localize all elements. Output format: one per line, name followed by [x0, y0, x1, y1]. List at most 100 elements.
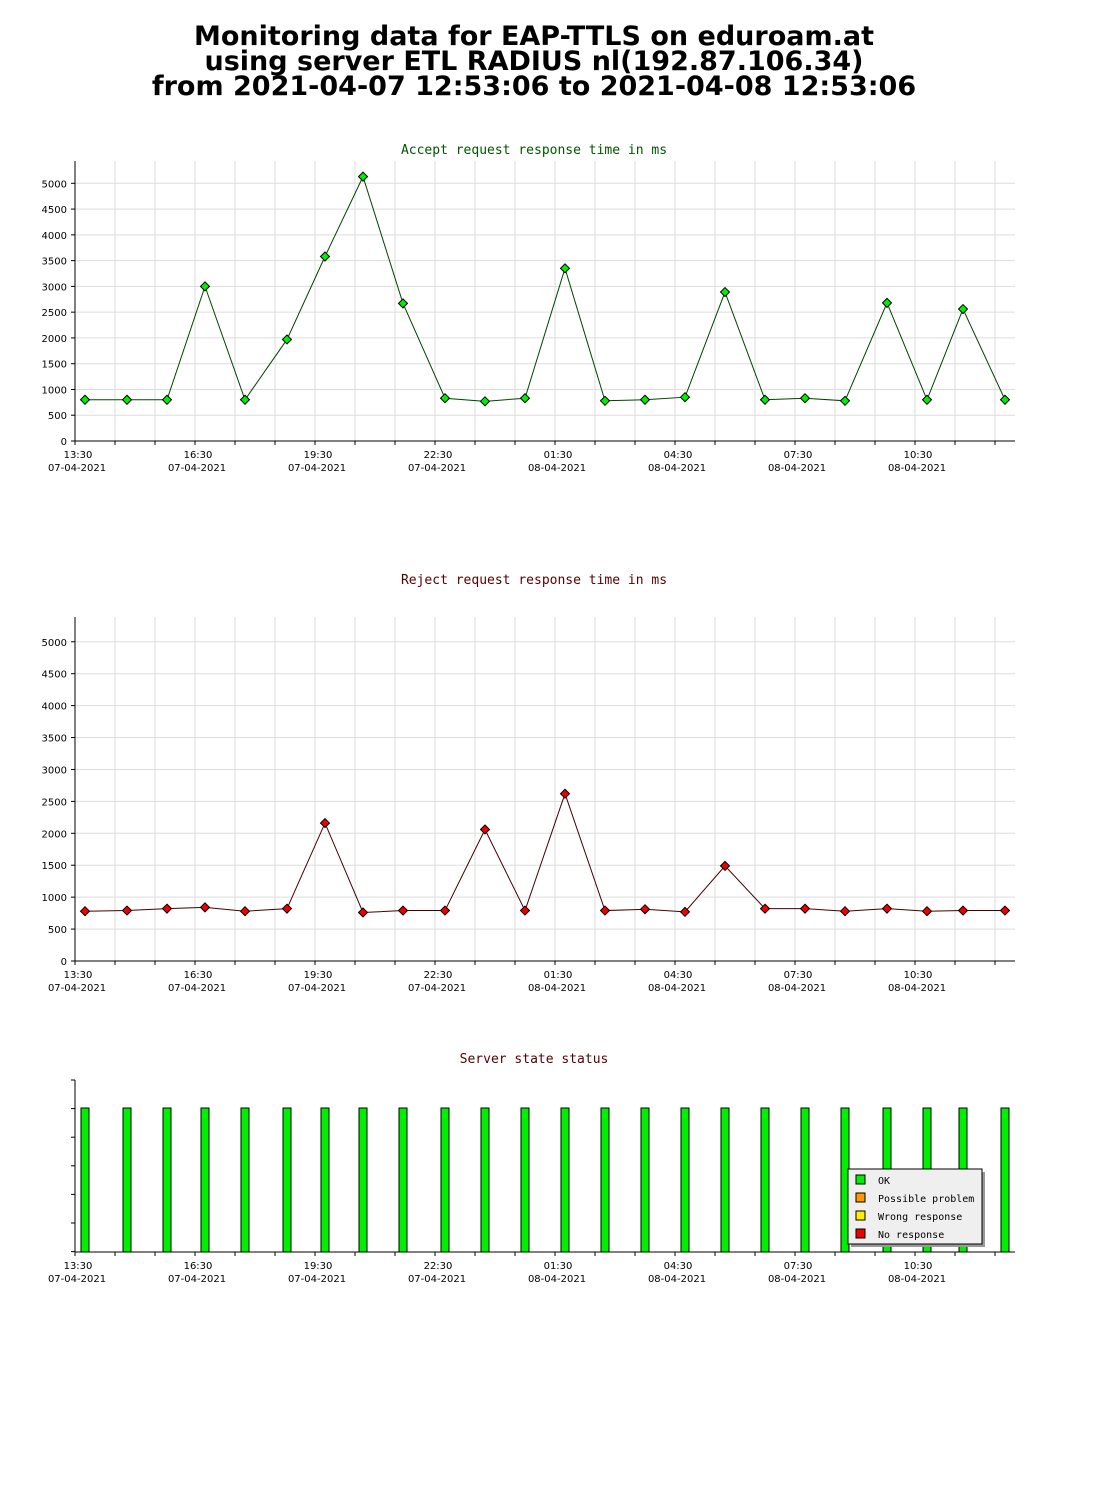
y-tick-label: 0 [61, 437, 67, 448]
data-point-marker [121, 905, 133, 916]
status-bar [240, 1107, 250, 1253]
data-point-marker [799, 393, 811, 404]
y-tick-label: 5000 [42, 638, 67, 649]
x-tick-label-date: 07-04-2021 [48, 463, 106, 474]
data-point-marker [639, 904, 651, 915]
data-point-marker [161, 903, 173, 914]
x-tick-label-time: 07:30 [784, 970, 813, 981]
x-tick-label-date: 08-04-2021 [528, 983, 586, 994]
y-tick-label: 500 [48, 411, 67, 422]
x-tick-label-date: 08-04-2021 [888, 463, 946, 474]
legend-label: OK [878, 1176, 890, 1187]
y-tick-label: 4500 [42, 205, 67, 216]
data-point-marker [439, 393, 451, 404]
x-tick-label-time: 07:30 [784, 1261, 813, 1272]
legend-swatch [855, 1228, 866, 1239]
status-bar [358, 1107, 368, 1253]
data-point-marker [239, 394, 251, 405]
x-tick-label-time: 10:30 [904, 970, 933, 981]
status-bar [720, 1107, 730, 1253]
data-point-marker [281, 334, 293, 345]
data-point-marker [759, 903, 771, 914]
y-tick-label: 5000 [42, 179, 67, 190]
data-point-marker [921, 905, 933, 917]
status-bar [200, 1107, 210, 1253]
x-tick-label-date: 08-04-2021 [888, 1274, 946, 1285]
x-tick-label-time: 01:30 [544, 970, 573, 981]
y-tick-label: 2000 [42, 334, 67, 345]
x-tick-label-time: 16:30 [184, 970, 213, 981]
data-point-marker [357, 171, 369, 182]
data-point-marker [79, 905, 91, 917]
x-tick-label-date: 08-04-2021 [768, 1274, 826, 1285]
x-tick-label-time: 19:30 [304, 1261, 333, 1272]
status-bar [480, 1107, 490, 1253]
data-point-marker [439, 905, 451, 916]
y-tick-label: 500 [48, 925, 67, 936]
x-tick-label-date: 07-04-2021 [168, 1274, 226, 1285]
x-tick-label-time: 04:30 [664, 1261, 693, 1272]
data-point-marker [839, 395, 851, 407]
data-point-marker [161, 394, 173, 405]
legend-box [847, 1168, 983, 1245]
accept-chart-title: Accept request response time in ms [401, 143, 667, 158]
status-bar [560, 1107, 570, 1253]
x-tick-label-time: 04:30 [664, 970, 693, 981]
data-point-marker [881, 297, 893, 309]
y-tick-label: 4000 [42, 231, 67, 242]
data-point-marker [79, 394, 91, 405]
x-tick-label-date: 08-04-2021 [888, 983, 946, 994]
data-point-marker [921, 394, 933, 405]
x-tick-label-date: 07-04-2021 [408, 983, 466, 994]
x-tick-label-date: 07-04-2021 [288, 983, 346, 994]
data-point-marker [519, 905, 531, 916]
x-tick-label-date: 07-04-2021 [48, 983, 106, 994]
series-line [84, 792, 1005, 913]
status-bar [122, 1107, 132, 1253]
data-point-marker [799, 903, 811, 914]
x-tick-label-date: 07-04-2021 [288, 1274, 346, 1285]
status-bar [640, 1107, 650, 1253]
legend-label: Possible problem [878, 1194, 974, 1205]
x-tick-label-time: 01:30 [544, 450, 573, 461]
x-tick-label-time: 13:30 [64, 970, 93, 981]
status-bar [440, 1107, 450, 1253]
data-point-marker [239, 905, 251, 917]
page-title: Monitoring data for EAP-TTLS on eduroam.… [0, 23, 1068, 100]
x-tick-label-time: 10:30 [904, 450, 933, 461]
legend-swatch [855, 1174, 866, 1185]
y-tick-label: 3500 [42, 257, 67, 268]
x-tick-label-date: 07-04-2021 [408, 1274, 466, 1285]
status-bar [398, 1107, 408, 1253]
data-point-marker [519, 393, 531, 404]
x-tick-label-date: 08-04-2021 [768, 463, 826, 474]
legend-label: No response [878, 1230, 944, 1241]
x-tick-label-date: 08-04-2021 [648, 463, 706, 474]
x-tick-label-time: 22:30 [424, 970, 453, 981]
x-tick-label-date: 08-04-2021 [528, 1274, 586, 1285]
data-point-marker [357, 907, 369, 918]
y-tick-label: 1000 [42, 893, 67, 904]
legend-swatch [855, 1210, 866, 1221]
status-bar [520, 1107, 530, 1253]
y-tick-label: 3500 [42, 734, 67, 745]
x-tick-label-date: 08-04-2021 [648, 1274, 706, 1285]
data-point-marker [397, 298, 409, 309]
status-chart-title: Server state status [460, 1052, 609, 1067]
y-tick-label: 4000 [42, 702, 67, 713]
x-tick-label-time: 16:30 [184, 450, 213, 461]
data-point-marker [397, 905, 409, 916]
x-tick-label-date: 08-04-2021 [768, 983, 826, 994]
title-line-2: using server ETL RADIUS nl(192.87.106.34… [204, 46, 864, 77]
data-point-marker [639, 394, 651, 405]
data-point-marker [199, 902, 211, 913]
x-tick-label-date: 07-04-2021 [48, 1274, 106, 1285]
data-point-marker [679, 906, 691, 918]
status-bar [80, 1107, 90, 1253]
x-tick-label-date: 07-04-2021 [288, 463, 346, 474]
data-point-marker [479, 824, 491, 835]
data-point-marker [559, 788, 571, 799]
status-bar [800, 1107, 810, 1253]
x-tick-label-time: 16:30 [184, 1261, 213, 1272]
